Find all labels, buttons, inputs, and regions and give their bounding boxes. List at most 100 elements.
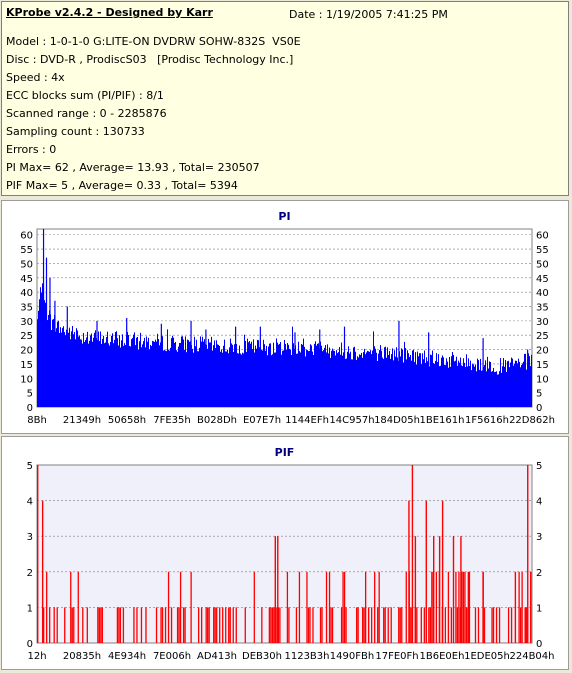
pi-peak-bar bbox=[235, 326, 237, 407]
pi-bar bbox=[86, 337, 87, 407]
pi-bar bbox=[217, 344, 218, 407]
pif-bar bbox=[355, 607, 358, 643]
pif-bar bbox=[176, 607, 179, 643]
pi-bar bbox=[73, 334, 74, 407]
pi-bar bbox=[400, 356, 401, 407]
pi-bar bbox=[243, 353, 244, 407]
pi-bar bbox=[72, 326, 73, 407]
y-tick-label-left: 20 bbox=[20, 346, 33, 357]
pi-bar bbox=[290, 349, 291, 407]
pi-bar bbox=[57, 321, 58, 407]
pi-bar bbox=[134, 332, 135, 407]
pi-bar bbox=[240, 353, 241, 407]
pif-peak-bar bbox=[414, 536, 417, 643]
y-tick-label-left: 45 bbox=[20, 274, 33, 285]
pi-bar bbox=[378, 353, 379, 407]
pi-bar bbox=[348, 346, 349, 407]
pif-chart-panel: PIF 0 0 1 1 2 2 3 3 4 4 5 5 12h 20835h 4E934h 7E006h AD41… bbox=[1, 436, 569, 670]
pif-bar bbox=[474, 607, 477, 643]
pi-bar bbox=[116, 331, 117, 407]
pi-bar bbox=[406, 359, 407, 407]
pi-bar bbox=[227, 349, 228, 407]
pi-bar bbox=[326, 352, 327, 407]
pi-bar bbox=[165, 350, 166, 407]
pi-bar bbox=[127, 331, 128, 407]
pi-bar bbox=[183, 339, 184, 407]
pi-bar bbox=[83, 332, 84, 407]
pi-bar bbox=[122, 334, 123, 407]
pi-bar bbox=[299, 351, 300, 407]
pif-bar bbox=[331, 607, 334, 643]
pi-bar bbox=[512, 358, 513, 407]
pi-bar bbox=[146, 336, 147, 407]
pi-bar bbox=[47, 320, 48, 407]
pi-peak-bar bbox=[319, 329, 321, 407]
pi-bar bbox=[292, 326, 293, 407]
pif-peak-bar bbox=[460, 536, 462, 643]
x-tick-label: 8Bh bbox=[27, 415, 47, 426]
pi-bar bbox=[528, 353, 529, 407]
pi-bar bbox=[453, 354, 454, 407]
pi-bar bbox=[100, 331, 101, 407]
pi-bar bbox=[171, 338, 172, 407]
x-tick-label: 184D05h bbox=[374, 415, 420, 426]
pi-bar bbox=[432, 350, 433, 407]
pif-bar bbox=[53, 607, 55, 643]
pif-bar bbox=[73, 607, 75, 643]
pi-bar bbox=[141, 347, 142, 407]
pi-bar bbox=[449, 356, 450, 407]
pi-bar bbox=[492, 371, 493, 407]
pi-bar bbox=[208, 338, 209, 407]
pi-bar bbox=[263, 339, 264, 407]
pi-bar bbox=[356, 359, 357, 407]
pi-bar bbox=[338, 352, 339, 407]
pi-peak-bar bbox=[126, 318, 128, 407]
pi-bar bbox=[415, 352, 416, 407]
pi-bar bbox=[51, 329, 52, 407]
pi-bar bbox=[525, 353, 526, 407]
pi-bar bbox=[225, 351, 226, 407]
pif-bar bbox=[374, 571, 376, 643]
pif-bar bbox=[101, 607, 103, 643]
pi-bar bbox=[155, 339, 156, 407]
pi-bar bbox=[296, 353, 297, 407]
pi-bar bbox=[223, 345, 224, 407]
pif-bar bbox=[398, 607, 400, 643]
pi-bar bbox=[187, 339, 188, 407]
pi-bar bbox=[147, 341, 148, 407]
pi-bar bbox=[275, 352, 276, 407]
pif-bar bbox=[77, 571, 79, 643]
pi-bar bbox=[44, 300, 45, 407]
pi-bar bbox=[516, 360, 517, 407]
pi-bar bbox=[77, 330, 78, 407]
pif-bar bbox=[244, 607, 246, 643]
pi-bar bbox=[188, 340, 189, 407]
pi-bar bbox=[489, 361, 490, 407]
pif-bar bbox=[340, 607, 343, 643]
pi-bar bbox=[459, 362, 460, 407]
pi-bar bbox=[164, 349, 165, 407]
pi-bar bbox=[253, 339, 254, 407]
pi-bar bbox=[207, 348, 208, 407]
y-tick-label-right: 2 bbox=[536, 568, 542, 579]
pi-bar bbox=[251, 341, 252, 407]
x-tick-label: 22D862h bbox=[509, 415, 555, 426]
pif-bar bbox=[213, 607, 215, 643]
pi-bar bbox=[504, 366, 505, 407]
pi-bar bbox=[403, 362, 404, 407]
pi-bar bbox=[74, 331, 75, 407]
y-tick-label-right: 0 bbox=[536, 639, 542, 650]
pi-bar bbox=[282, 350, 283, 407]
pi-bar bbox=[312, 351, 313, 407]
pi-bar bbox=[531, 354, 532, 407]
pi-bar bbox=[192, 348, 193, 407]
pif-bar bbox=[477, 607, 480, 643]
x-tick-label: 4E934h bbox=[108, 651, 146, 662]
pi-bar bbox=[362, 357, 363, 407]
pif-bar bbox=[521, 571, 523, 643]
pi-bar bbox=[530, 366, 531, 407]
pi-bar bbox=[258, 340, 259, 407]
pi-bar bbox=[42, 283, 43, 407]
y-tick-label-left: 10 bbox=[20, 374, 33, 385]
pif-bar bbox=[288, 607, 290, 643]
